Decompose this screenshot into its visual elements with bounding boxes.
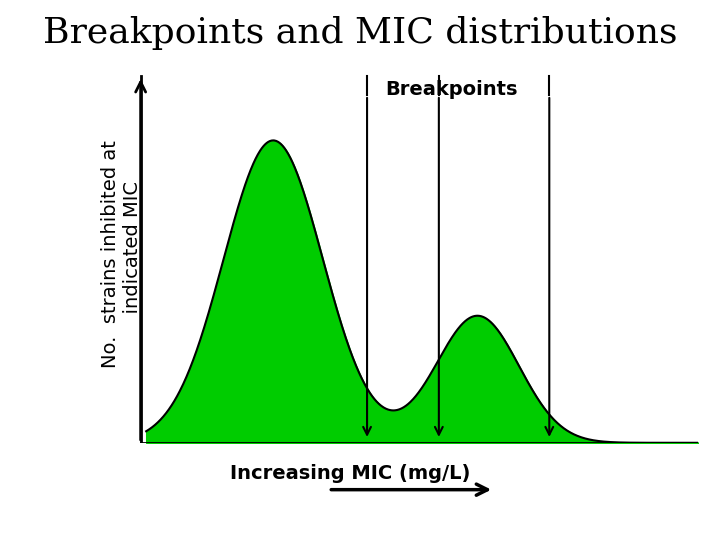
Text: Increasing MIC (mg/L): Increasing MIC (mg/L): [230, 463, 470, 483]
Text: No.  strains inhibited at
  indicated MIC: No. strains inhibited at indicated MIC: [101, 140, 142, 368]
Text: Breakpoints and MIC distributions: Breakpoints and MIC distributions: [42, 16, 678, 50]
Text: Breakpoints: Breakpoints: [385, 80, 518, 99]
